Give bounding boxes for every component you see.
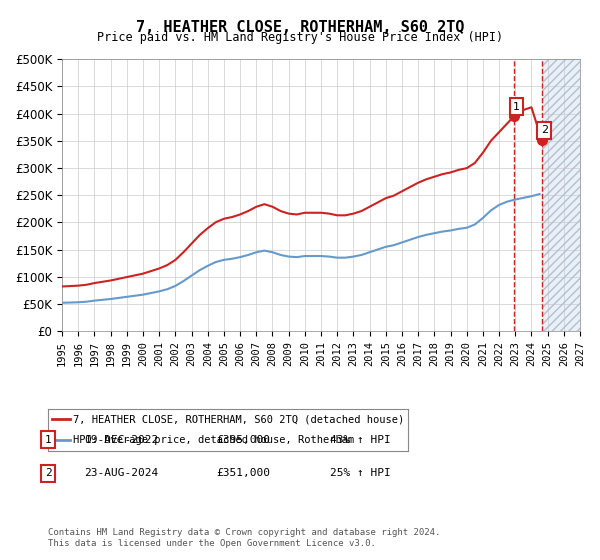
Text: 1: 1 [513, 101, 520, 111]
Text: Contains HM Land Registry data © Crown copyright and database right 2024.
This d: Contains HM Land Registry data © Crown c… [48, 528, 440, 548]
Text: £351,000: £351,000 [216, 468, 270, 478]
Bar [542, 59, 580, 331]
Text: 09-DEC-2022: 09-DEC-2022 [84, 435, 158, 445]
Text: 7, HEATHER CLOSE, ROTHERHAM, S60 2TQ: 7, HEATHER CLOSE, ROTHERHAM, S60 2TQ [136, 20, 464, 35]
Text: HPI: Average price, detached house, Rotherham: HPI: Average price, detached house, Roth… [73, 435, 355, 445]
Text: 1: 1 [44, 435, 52, 445]
Text: 2: 2 [44, 468, 52, 478]
Text: 43% ↑ HPI: 43% ↑ HPI [330, 435, 391, 445]
Text: 23-AUG-2024: 23-AUG-2024 [84, 468, 158, 478]
Text: 7, HEATHER CLOSE, ROTHERHAM, S60 2TQ (detached house): 7, HEATHER CLOSE, ROTHERHAM, S60 2TQ (de… [73, 414, 404, 424]
Text: 25% ↑ HPI: 25% ↑ HPI [330, 468, 391, 478]
Text: 2: 2 [541, 125, 548, 136]
Bar [542, 59, 580, 331]
Text: Price paid vs. HM Land Registry's House Price Index (HPI): Price paid vs. HM Land Registry's House … [97, 31, 503, 44]
Text: £395,000: £395,000 [216, 435, 270, 445]
